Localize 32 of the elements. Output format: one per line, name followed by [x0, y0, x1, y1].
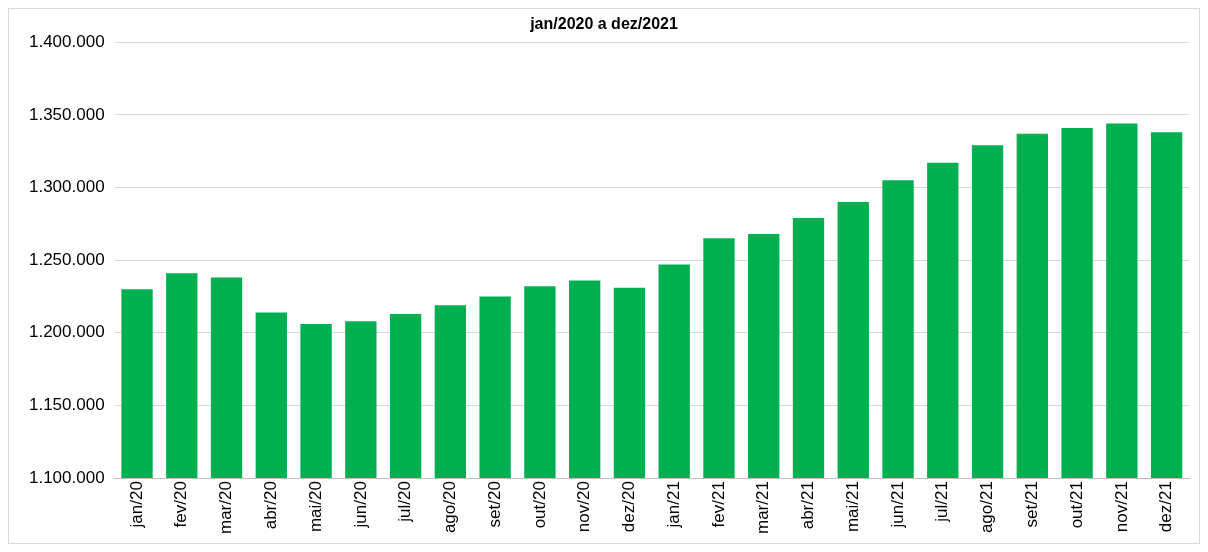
x-tick-label: abr/20 [261, 481, 280, 530]
x-tick-label: jul/21 [932, 481, 952, 523]
y-tick-label: 1.200.000 [28, 322, 105, 342]
y-tick-label: 1.300.000 [28, 177, 105, 197]
x-tick-label: nov/20 [574, 481, 594, 533]
x-tick-label: jun/21 [887, 481, 907, 529]
x-tick-label: mar/21 [753, 481, 773, 535]
x-tick-label: dez/21 [1156, 481, 1176, 533]
y-tick-label: 1.150.000 [28, 395, 105, 415]
x-tick-label: ago/21 [977, 481, 997, 534]
x-tick-label: jan/21 [663, 481, 683, 529]
chart-title: jan/2020 a dez/2021 [529, 15, 678, 33]
y-tick-label: 1.350.000 [28, 104, 105, 124]
x-tick-label: abr/21 [798, 481, 818, 530]
x-tick-label: mar/20 [216, 481, 236, 535]
x-tick-label: ago/20 [440, 481, 460, 534]
x-tick-label: mai/20 [305, 481, 325, 533]
x-tick-label: fev/20 [171, 481, 191, 528]
x-tick-label: set/20 [484, 481, 504, 528]
y-tick-label: 1.250.000 [28, 249, 105, 269]
x-tick-label: fev/21 [708, 481, 728, 528]
x-tick-label: set/21 [1022, 481, 1042, 528]
x-tick-label: out/20 [529, 481, 549, 529]
x-tick-label: jun/20 [350, 481, 370, 529]
y-tick-label: 1.100.000 [28, 467, 105, 487]
x-tick-label: nov/21 [1111, 481, 1131, 533]
x-tick-label: jan/20 [126, 481, 146, 529]
x-tick-label: dez/20 [619, 481, 639, 533]
x-tick-label: mai/21 [842, 481, 862, 533]
x-tick-label: out/21 [1066, 481, 1086, 529]
y-tick-label: 1.400.000 [28, 31, 105, 51]
x-tick-label: jul/20 [395, 481, 415, 523]
